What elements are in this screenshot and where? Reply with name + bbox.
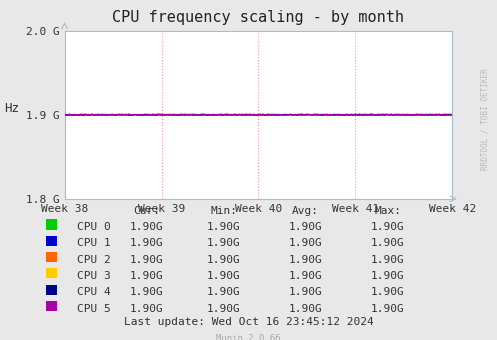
Text: 1.90G: 1.90G <box>207 304 241 313</box>
Text: 1.90G: 1.90G <box>371 287 405 297</box>
Text: 1.90G: 1.90G <box>289 271 323 281</box>
Text: 1.90G: 1.90G <box>371 304 405 313</box>
Text: 1.90G: 1.90G <box>289 304 323 313</box>
Text: CPU 0: CPU 0 <box>77 222 111 232</box>
Y-axis label: Hz: Hz <box>4 102 19 115</box>
Text: 1.90G: 1.90G <box>207 222 241 232</box>
Text: 1.90G: 1.90G <box>130 271 164 281</box>
Text: 1.90G: 1.90G <box>207 238 241 248</box>
Text: 1.90G: 1.90G <box>371 271 405 281</box>
Text: Max:: Max: <box>374 206 401 216</box>
Text: 1.90G: 1.90G <box>289 238 323 248</box>
Text: 1.90G: 1.90G <box>371 238 405 248</box>
Text: Cur:: Cur: <box>133 206 160 216</box>
Text: 1.90G: 1.90G <box>371 222 405 232</box>
Text: Last update: Wed Oct 16 23:45:12 2024: Last update: Wed Oct 16 23:45:12 2024 <box>124 317 373 327</box>
Text: 1.90G: 1.90G <box>130 222 164 232</box>
Text: CPU 3: CPU 3 <box>77 271 111 281</box>
Text: RRDTOOL / TOBI OETIKER: RRDTOOL / TOBI OETIKER <box>480 68 489 170</box>
Text: 1.90G: 1.90G <box>289 255 323 265</box>
Text: 1.90G: 1.90G <box>207 255 241 265</box>
Text: 1.90G: 1.90G <box>371 255 405 265</box>
Text: 1.90G: 1.90G <box>130 287 164 297</box>
Text: Min:: Min: <box>210 206 237 216</box>
Title: CPU frequency scaling - by month: CPU frequency scaling - by month <box>112 10 405 25</box>
Text: 1.90G: 1.90G <box>289 222 323 232</box>
Text: 1.90G: 1.90G <box>130 255 164 265</box>
Text: 1.90G: 1.90G <box>207 271 241 281</box>
Text: 1.90G: 1.90G <box>207 287 241 297</box>
Text: Avg:: Avg: <box>292 206 319 216</box>
Text: 1.90G: 1.90G <box>130 238 164 248</box>
Text: CPU 2: CPU 2 <box>77 255 111 265</box>
Text: CPU 1: CPU 1 <box>77 238 111 248</box>
Text: CPU 4: CPU 4 <box>77 287 111 297</box>
Text: Munin 2.0.66: Munin 2.0.66 <box>216 334 281 340</box>
Text: 1.90G: 1.90G <box>289 287 323 297</box>
Text: CPU 5: CPU 5 <box>77 304 111 313</box>
Text: 1.90G: 1.90G <box>130 304 164 313</box>
